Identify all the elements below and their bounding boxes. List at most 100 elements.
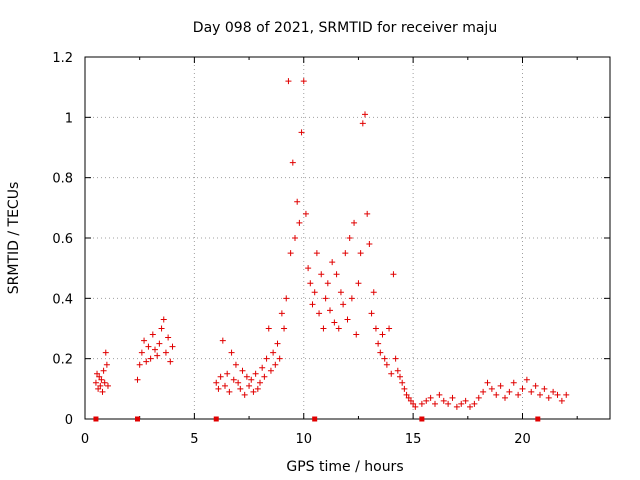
y-tick-label: 0.4 <box>52 292 73 307</box>
data-point <box>484 379 491 386</box>
data-point <box>305 265 312 272</box>
data-point <box>515 391 522 398</box>
data-point <box>340 301 347 308</box>
data-point <box>386 325 393 332</box>
data-point <box>222 382 228 389</box>
grid <box>85 57 610 419</box>
data-point <box>100 367 107 374</box>
data-point <box>257 379 263 386</box>
data-point <box>320 325 327 332</box>
data-point <box>545 394 552 401</box>
data-point <box>537 391 543 398</box>
data-point <box>471 400 478 407</box>
data-point <box>278 310 285 317</box>
data-point <box>506 388 513 395</box>
data-point <box>147 355 154 362</box>
data-point <box>309 301 316 308</box>
data-point <box>359 120 366 127</box>
y-tick-label: 1 <box>65 111 73 126</box>
data-point <box>550 388 557 395</box>
data-point <box>453 403 460 410</box>
data-point <box>366 241 373 248</box>
data-point <box>248 376 255 383</box>
data-point <box>445 400 452 407</box>
data-point <box>228 349 235 356</box>
data-point <box>423 397 430 404</box>
data-point <box>226 388 233 395</box>
data-point <box>532 382 539 389</box>
data-point <box>348 295 355 302</box>
data-point <box>541 385 548 392</box>
data-point <box>510 379 517 386</box>
data-point <box>388 370 395 377</box>
data-point <box>165 334 172 341</box>
data-point <box>311 289 318 296</box>
data-point <box>149 331 156 338</box>
data-point <box>169 343 176 350</box>
data-point <box>252 370 259 377</box>
data-point <box>322 295 329 302</box>
data-point <box>449 394 456 401</box>
data-point <box>281 325 288 332</box>
data-point <box>104 382 111 389</box>
data-point <box>344 316 351 323</box>
data-point <box>432 400 438 407</box>
data-point <box>243 373 250 380</box>
y-axis-label: SRMTID / TECUs <box>6 182 22 295</box>
data-point <box>467 403 473 410</box>
data-point <box>318 271 325 278</box>
data-point <box>316 310 323 317</box>
data-point <box>97 382 104 389</box>
data-point <box>337 289 344 296</box>
data-point <box>145 343 152 350</box>
chart-title: Day 098 of 2021, SRMTID for receiver maj… <box>193 20 497 36</box>
data-point <box>364 210 371 217</box>
data-point <box>351 219 358 226</box>
data-point <box>95 385 102 392</box>
data-point <box>237 385 244 392</box>
baseline-marker <box>419 416 425 422</box>
data-point <box>254 385 261 392</box>
data-point <box>261 373 268 380</box>
data-point <box>427 394 434 401</box>
baseline-marker <box>535 416 541 422</box>
x-tick-label: 20 <box>514 432 531 447</box>
baseline-marker <box>312 416 318 422</box>
data-point <box>372 325 379 332</box>
y-tick-label: 0.8 <box>52 172 73 187</box>
data-point <box>102 349 109 356</box>
data-point <box>239 367 246 374</box>
data-point <box>289 159 296 166</box>
data-point <box>497 382 504 389</box>
data-point <box>397 373 403 380</box>
y-tick-label: 0 <box>65 413 73 428</box>
data-point <box>528 388 535 395</box>
data-point <box>554 391 561 398</box>
data-point <box>296 219 303 226</box>
data-point <box>215 385 222 392</box>
data-point <box>217 373 224 380</box>
data-point <box>96 373 103 380</box>
data-point <box>143 358 150 365</box>
data-point <box>292 235 298 241</box>
data-point <box>313 250 320 257</box>
data-point <box>160 316 167 323</box>
axis-ticks: 0 5 10 15 20 0 0.2 0.4 0.6 0.8 1 1.2 <box>52 51 610 447</box>
data-point <box>399 379 406 386</box>
data-point <box>134 376 141 383</box>
data-point <box>276 355 283 362</box>
data-point <box>412 403 419 410</box>
data-point <box>94 370 101 377</box>
data-point <box>270 349 277 356</box>
data-point <box>410 400 417 407</box>
data-point <box>329 259 336 266</box>
data-point <box>381 355 388 362</box>
data-point <box>156 340 163 347</box>
x-axis-label: GPS time / hours <box>286 459 403 475</box>
data-point <box>219 337 226 344</box>
data-point <box>141 337 148 344</box>
data-point <box>519 385 526 392</box>
data-point <box>375 340 382 347</box>
data-point <box>390 271 397 278</box>
